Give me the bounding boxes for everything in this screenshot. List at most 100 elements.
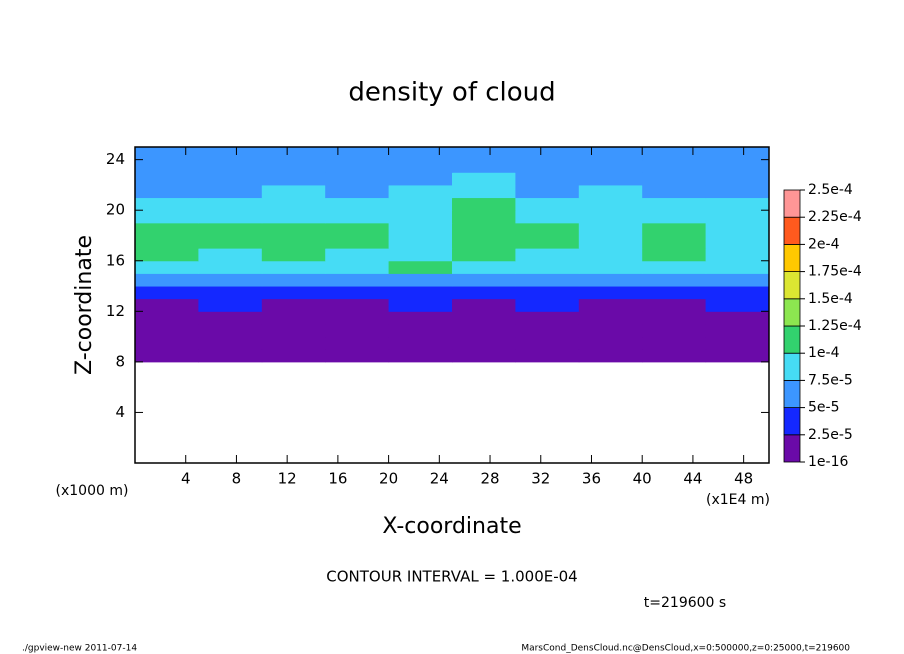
heat-cell <box>325 159 390 173</box>
heat-cell <box>325 210 390 224</box>
heat-cell <box>515 197 580 211</box>
heat-cell <box>198 222 263 236</box>
heat-cell <box>135 248 199 262</box>
heat-cell <box>515 222 580 236</box>
heat-cell <box>578 172 643 186</box>
heat-cell <box>135 184 199 199</box>
heat-cell <box>135 323 199 338</box>
heat-cell <box>515 184 580 199</box>
heat-cell <box>642 210 707 224</box>
heat-cell <box>135 222 199 236</box>
x-unit-label: (x1E4 m) <box>706 492 770 508</box>
heat-cell <box>515 323 580 338</box>
heat-cell <box>642 323 707 338</box>
heat-cell <box>642 286 707 300</box>
heat-cell <box>198 349 263 363</box>
heat-cell <box>578 260 643 274</box>
colorbar-label: 1e-16 <box>808 454 848 470</box>
heat-cell <box>388 260 453 274</box>
heat-cell <box>578 184 643 199</box>
heat-cell <box>261 159 326 173</box>
colorbar-label: 7.5e-5 <box>808 372 853 388</box>
y-axis-label: Z-coordinate <box>72 235 97 375</box>
heat-cell <box>642 311 707 325</box>
x-tick-label: 44 <box>683 470 702 488</box>
heat-cell <box>515 298 580 312</box>
heat-cell <box>578 349 643 363</box>
heat-cell <box>578 286 643 300</box>
x-tick-label: 20 <box>379 470 398 488</box>
heat-cell <box>261 323 326 338</box>
colorbar-label: 1.25e-4 <box>808 318 862 334</box>
heat-cell <box>198 210 263 224</box>
heat-cell <box>705 235 770 249</box>
heat-cell <box>198 273 263 287</box>
heat-cell <box>135 298 199 312</box>
heat-cell <box>578 159 643 173</box>
heat-cell <box>578 336 643 350</box>
heat-cell <box>388 222 453 236</box>
heat-cell <box>388 273 453 287</box>
heat-cell <box>452 172 516 186</box>
annotation: CONTOUR INTERVAL = 1.000E-04 <box>326 568 577 586</box>
heat-cell <box>198 248 263 262</box>
heat-cell <box>388 311 453 325</box>
heat-cell <box>642 172 707 186</box>
heat-cell <box>642 222 707 236</box>
heat-cell <box>325 311 390 325</box>
heat-cell <box>452 147 516 161</box>
heat-cell <box>261 298 326 312</box>
heat-cell <box>198 235 263 249</box>
heat-cell <box>135 286 199 300</box>
heat-cell <box>705 273 770 287</box>
heat-cell <box>388 197 453 211</box>
colorbar-label: 1e-4 <box>808 345 840 361</box>
heat-cell <box>388 336 453 350</box>
colorbar-box <box>783 434 801 463</box>
heat-cell <box>515 159 580 173</box>
heat-cell <box>261 260 326 274</box>
heat-cell <box>515 210 580 224</box>
colorbar-box <box>783 216 801 245</box>
heat-cell <box>261 210 326 224</box>
heat-cell <box>705 222 770 236</box>
heat-cell <box>452 248 516 262</box>
heat-cell <box>325 260 390 274</box>
heat-cell <box>515 248 580 262</box>
heat-cell <box>515 311 580 325</box>
heat-cell <box>705 336 770 350</box>
y-tick-label: 12 <box>106 302 125 320</box>
heat-cell <box>388 286 453 300</box>
heat-cell <box>642 260 707 274</box>
heat-cell <box>261 248 326 262</box>
heat-cell <box>642 159 707 173</box>
heat-cell <box>578 235 643 249</box>
heat-cell <box>515 260 580 274</box>
chart-title: density of cloud <box>348 78 555 108</box>
heat-cell <box>198 172 263 186</box>
heat-cell <box>261 147 326 161</box>
heat-cell <box>325 235 390 249</box>
heat-cell <box>642 248 707 262</box>
heat-cell <box>135 197 199 211</box>
heat-cell <box>261 311 326 325</box>
heat-cell <box>452 184 516 199</box>
heat-cell <box>578 210 643 224</box>
heat-cell <box>515 273 580 287</box>
heat-cell <box>198 298 263 312</box>
heat-cell <box>388 147 453 161</box>
heat-cell <box>578 197 643 211</box>
heat-cell <box>135 147 199 161</box>
y-tick-label: 16 <box>106 251 125 269</box>
heat-cell <box>452 286 516 300</box>
heat-cell <box>198 147 263 161</box>
x-tick-label: 40 <box>633 470 652 488</box>
heat-cell <box>325 349 390 363</box>
heat-cell <box>705 197 770 211</box>
heat-cell <box>452 210 516 224</box>
footer-right: MarsCond_DensCloud.nc@DensCloud,x=0:5000… <box>521 644 850 654</box>
heat-cell <box>261 172 326 186</box>
colorbar-label: 1.75e-4 <box>808 264 862 280</box>
heat-cell <box>261 349 326 363</box>
heat-cell <box>515 235 580 249</box>
